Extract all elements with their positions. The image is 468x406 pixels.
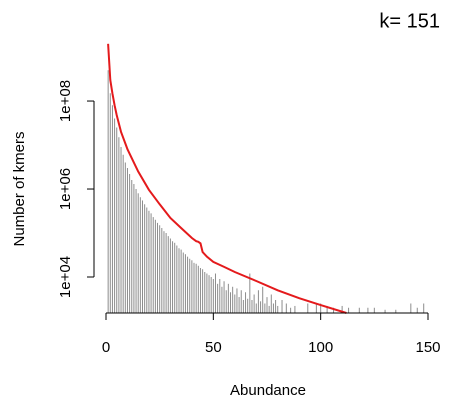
x-tick-label: 150	[415, 339, 440, 356]
y-tick-label: 1e+08	[57, 80, 74, 122]
chart-title: k= 151	[379, 10, 440, 32]
y-axis-label: Number of kmers	[11, 131, 28, 246]
x-tick-label: 100	[308, 339, 333, 356]
x-axis-label: Abundance	[230, 382, 306, 399]
fit-line	[107, 43, 347, 314]
x-tick-label: 50	[205, 339, 222, 356]
x-tick-label: 0	[102, 339, 110, 356]
y-tick-label: 1e+06	[57, 168, 74, 210]
y-tick-label: 1e+04	[57, 256, 74, 298]
